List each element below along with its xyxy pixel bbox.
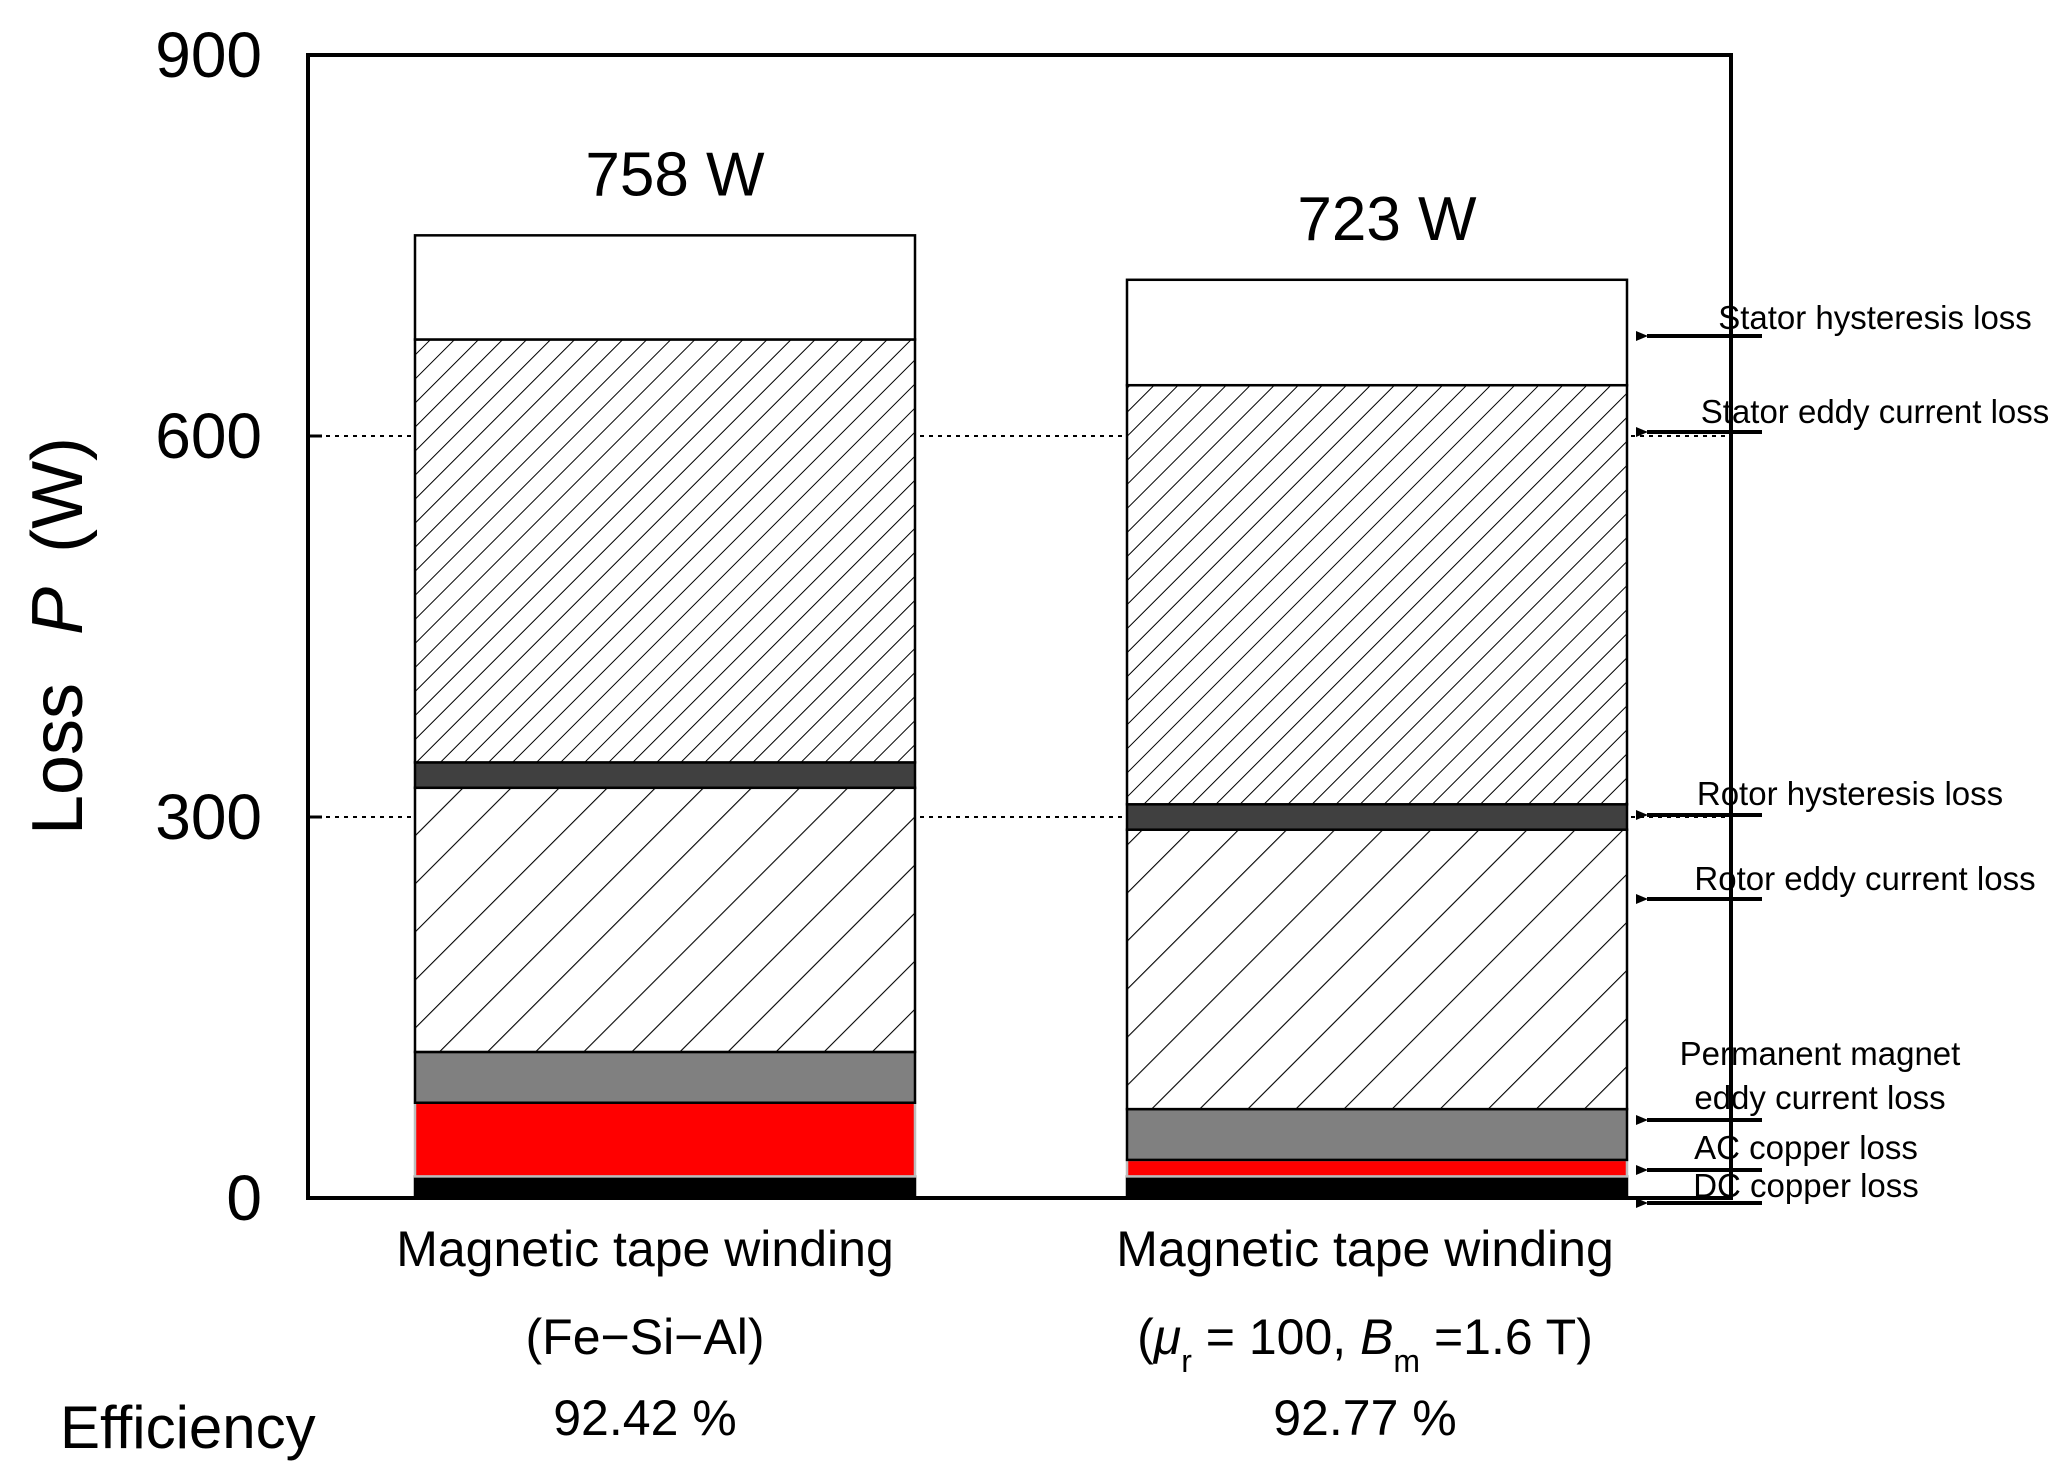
legend-item-5: Rotor hysteresis loss (1636, 775, 2003, 820)
legend-label-5: Rotor hysteresis loss (1697, 775, 2003, 812)
efficiency-value-2: 92.77 % (1273, 1390, 1456, 1446)
category-label-part: r (1181, 1343, 1192, 1379)
legend-item-3: Permanent magnet eddy current loss (1636, 1035, 1961, 1125)
category-label-part: m (1393, 1343, 1420, 1379)
efficiency-label: Efficiency (60, 1394, 316, 1461)
y-axis-title-variable: P (18, 587, 98, 635)
bar-segment-2-3 (1125, 1107, 1629, 1162)
legend-item-2: AC copper loss (1636, 1129, 1918, 1175)
legend-label-1: DC copper loss (1693, 1167, 1919, 1204)
y-axis: 0 300 600 900 (155, 19, 322, 1234)
bar-segment-2-1 (1125, 1175, 1629, 1200)
category-label-part: B (1360, 1309, 1393, 1365)
category-label-part: = 100, (1192, 1309, 1360, 1365)
bar-segment-2-7 (1125, 278, 1629, 387)
legend-label-line: Permanent magnet (1680, 1035, 1961, 1072)
y-tick-label-900: 900 (155, 19, 262, 91)
bar-segment-2-5 (1125, 803, 1629, 831)
y-axis-title-text: Loss (18, 683, 98, 835)
legend-label-7: Stator hysteresis loss (1718, 299, 2032, 336)
legend-item-6: Stator eddy current loss (1636, 393, 2050, 437)
category-labels: Magnetic tape winding (Fe−Si−Al) 92.42 % Ma… (396, 1221, 1614, 1446)
y-tick-label-300: 300 (155, 781, 262, 853)
y-axis-title: Loss P (W) (18, 437, 98, 835)
legend-item-1: DC copper loss (1636, 1167, 1919, 1208)
legend: Stator hysteresis loss Stator eddy curren… (1636, 299, 2050, 1208)
category-label-part: =1.6 T) (1420, 1309, 1593, 1365)
bar-segment-1-7 (413, 234, 917, 341)
category-label-2-line1: Magnetic tape winding (1116, 1221, 1614, 1277)
bars: 758 W 723 W (413, 140, 1629, 1200)
bar-segment-1-1 (413, 1175, 917, 1200)
plot-frame (306, 53, 1733, 1200)
bar-segment-1-6 (413, 338, 917, 764)
bar-stack-1: 758 W (413, 140, 917, 1200)
legend-label-4: Rotor eddy current loss (1694, 860, 2035, 897)
bar-segment-2-2 (1125, 1158, 1629, 1178)
category-label-part: μ (1152, 1309, 1181, 1365)
category-label-2-line2: (μr = 100, Bm =1.6 T) (1137, 1309, 1593, 1379)
bar-segment-2-6 (1125, 383, 1629, 806)
bar-stack-2: 723 W (1125, 185, 1629, 1200)
total-label-1: 758 W (585, 140, 765, 209)
bar-segment-1-3 (413, 1050, 917, 1104)
bar-segment-1-2 (413, 1101, 917, 1178)
category-label-1-line1: Magnetic tape winding (396, 1221, 894, 1277)
total-label-2: 723 W (1297, 185, 1477, 254)
legend-item-7: Stator hysteresis loss (1636, 299, 2032, 341)
category-label-part: ( (1137, 1309, 1154, 1365)
bar-segment-2-4 (1125, 828, 1629, 1111)
bar-segment-1-4 (413, 786, 917, 1054)
y-axis-title-unit: (W) (18, 437, 98, 553)
efficiency-value-1: 92.42 % (553, 1390, 736, 1446)
legend-label-6: Stator eddy current loss (1701, 393, 2050, 430)
y-tick-label-0: 0 (226, 1162, 262, 1234)
legend-label-3: Permanent magnet eddy current loss (1680, 1035, 1961, 1116)
legend-label-2: AC copper loss (1694, 1129, 1918, 1166)
y-tick-label-600: 600 (155, 400, 262, 472)
bar-segment-1-5 (413, 761, 917, 790)
legend-label-line: eddy current loss (1694, 1079, 1945, 1116)
legend-item-4: Rotor eddy current loss (1636, 860, 2036, 904)
category-label-1-line2: (Fe−Si−Al) (526, 1309, 765, 1365)
